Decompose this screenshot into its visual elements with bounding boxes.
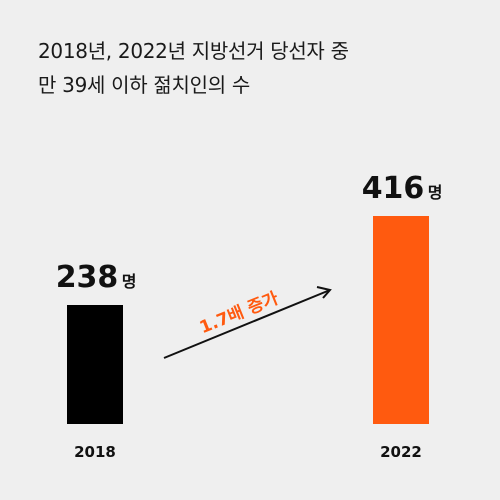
- unit-label-2018: 명: [122, 272, 137, 291]
- bar-2022: [373, 216, 429, 424]
- value-label-2022: 416: [362, 171, 425, 206]
- category-label-2022: 2022: [380, 443, 422, 461]
- bar-2018: [67, 305, 123, 424]
- unit-label-2022: 명: [428, 183, 443, 202]
- growth-arrow-head: [316, 286, 332, 299]
- chart-title-line-2: 만 39세 이하 젊치인의 수: [38, 73, 250, 97]
- chart-title-line-1: 2018년, 2022년 지방선거 당선자 중: [38, 39, 349, 63]
- category-label-2018: 2018: [74, 443, 116, 461]
- chart-title: 2018년, 2022년 지방선거 당선자 중 만 39세 이하 젊치인의 수: [38, 34, 478, 102]
- growth-annotation: 1.7배 증가: [197, 288, 282, 338]
- growth-arrow-line: [163, 289, 331, 359]
- value-label-2018: 238: [56, 260, 119, 295]
